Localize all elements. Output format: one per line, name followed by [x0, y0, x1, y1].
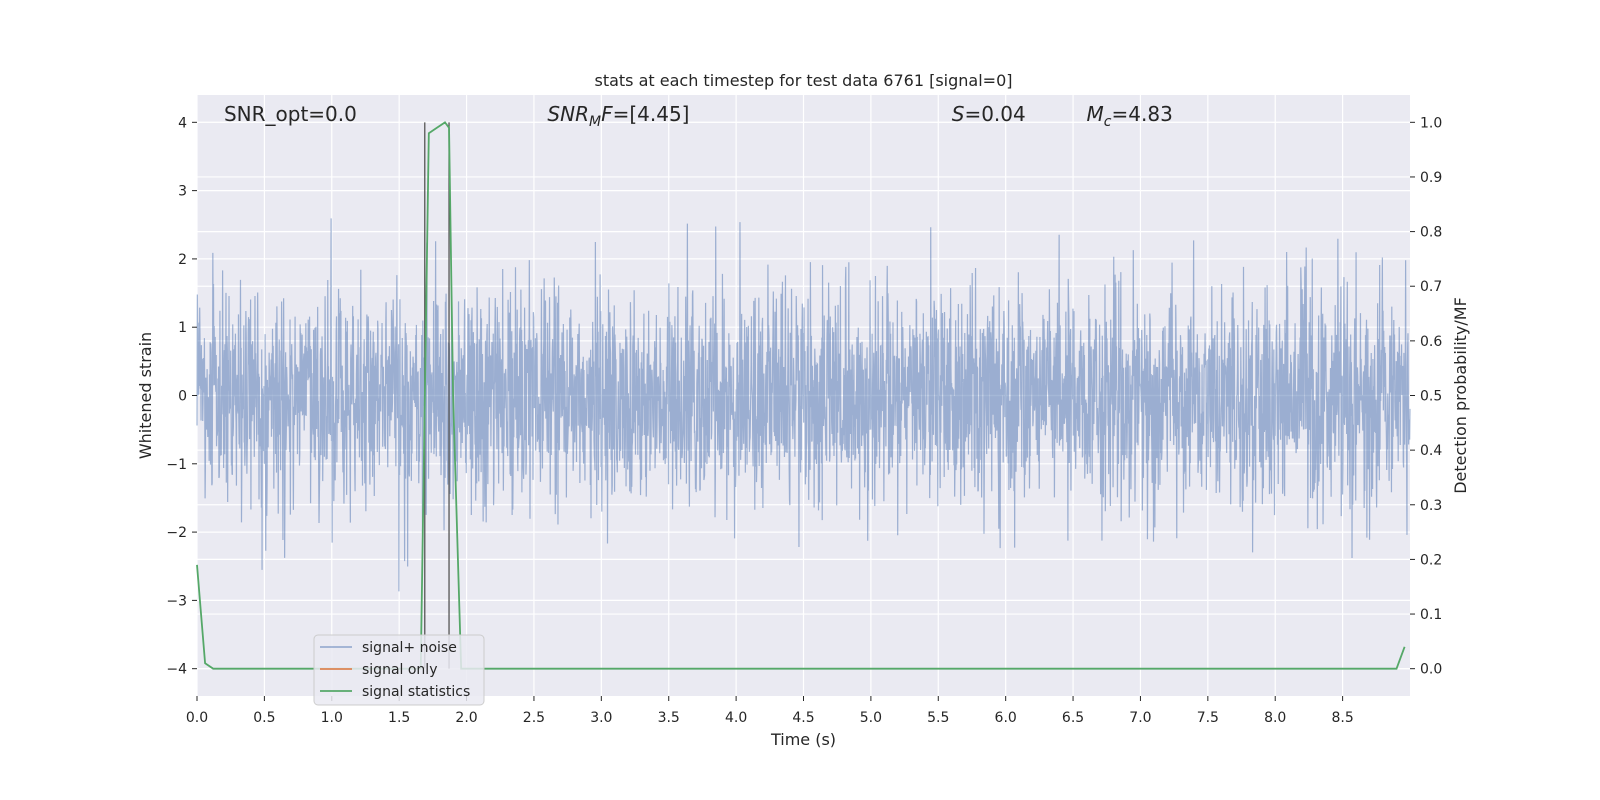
y-tick-label: −4: [166, 662, 187, 678]
y2-axis-label: Detection probability/MF: [1451, 297, 1470, 494]
x-tick-label: 3.0: [590, 710, 612, 726]
x-tick-label: 5.0: [860, 710, 882, 726]
y2-tick-label: 0.7: [1420, 279, 1442, 295]
y-tick-label: 2: [178, 252, 187, 268]
y2-tick-label: 0.3: [1420, 498, 1442, 514]
y2-tick-label: 0.2: [1420, 552, 1442, 568]
x-tick-label: 6.5: [1062, 710, 1084, 726]
y2-ticks: 0.0 0.1 0.2 0.3 0.4 0.5 0.6 0.7 0.8 0.9 1.0: [1410, 115, 1442, 678]
y2-tick-label: 0.8: [1420, 225, 1442, 241]
y-tick-label: 1: [178, 320, 187, 336]
legend-label: signal statistics: [362, 684, 470, 700]
series-signal-noise: [196, 218, 1411, 592]
annotation-2: S=0.04: [952, 102, 1026, 126]
x-tick-label: 6.0: [995, 710, 1017, 726]
y2-tick-label: 0.0: [1420, 662, 1442, 678]
x-tick-label: 2.5: [523, 710, 545, 726]
x-tick-label: 8.5: [1331, 710, 1353, 726]
annotations: SNR_opt=0.0 SNRMF=[4.45] S=0.04 Mc=4.83: [224, 102, 1173, 130]
x-ticks: 0.0 0.5 1.0 1.5 2.0 2.5 3.0 3.5 4.0 4.5 5.0 5.5 6.0 6…: [186, 696, 1354, 726]
y2-tick-label: 0.9: [1420, 170, 1442, 186]
x-tick-label: 5.5: [927, 710, 949, 726]
y-tick-label: −2: [166, 525, 187, 541]
x-axis-label: Time (s): [770, 730, 836, 749]
y-tick-label: 0: [178, 389, 187, 405]
x-tick-label: 3.5: [658, 710, 680, 726]
y-tick-label: −1: [166, 457, 187, 473]
x-tick-label: 4.5: [792, 710, 814, 726]
y2-tick-label: 0.1: [1420, 607, 1442, 623]
y2-tick-label: 0.4: [1420, 443, 1442, 459]
x-tick-label: 4.0: [725, 710, 747, 726]
annotation-1: SNRMF=[4.45]: [547, 102, 689, 130]
x-tick-label: 8.0: [1264, 710, 1286, 726]
x-tick-label: 0.0: [186, 710, 208, 726]
legend-label: signal+ noise: [362, 640, 457, 656]
y-tick-label: 4: [178, 115, 187, 131]
annotation-3: Mc=4.83: [1087, 102, 1173, 130]
y2-tick-label: 0.6: [1420, 334, 1442, 350]
x-tick-label: 2.0: [455, 710, 477, 726]
chart-title: stats at each timestep for test data 676…: [594, 71, 1012, 90]
y2-tick-label: 1.0: [1420, 115, 1442, 131]
annotation-0: SNR_opt=0.0: [224, 102, 357, 126]
x-tick-label: 7.5: [1197, 710, 1219, 726]
legend: signal+ noise signal only signal statistic…: [313, 634, 485, 706]
y-axis-label: Whitened strain: [136, 332, 155, 459]
y-tick-label: 3: [178, 184, 187, 200]
x-tick-label: 1.5: [388, 710, 410, 726]
y2-tick-label: 0.5: [1420, 389, 1442, 405]
legend-label: signal only: [362, 662, 437, 678]
y-tick-label: −3: [166, 593, 187, 609]
x-tick-label: 7.0: [1129, 710, 1151, 726]
y-ticks: −4 −3 −2 −1 0 1 2 3 4: [166, 115, 197, 678]
x-tick-label: 1.0: [321, 710, 343, 726]
noise-trace: [196, 218, 1411, 592]
x-tick-label: 0.5: [253, 710, 275, 726]
legend-box: [313, 634, 485, 706]
